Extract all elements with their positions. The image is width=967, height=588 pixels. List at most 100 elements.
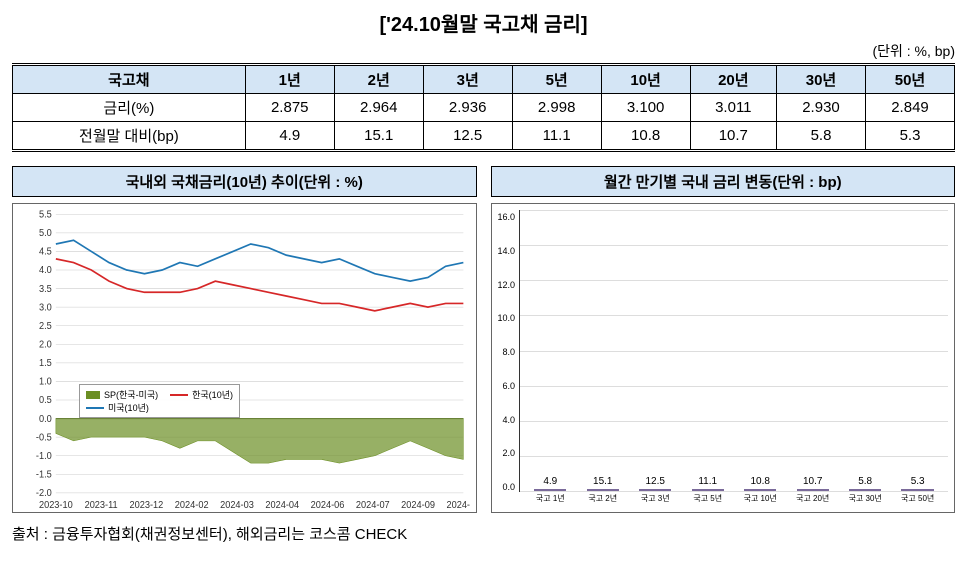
svg-text:2023-12: 2023-12 [130, 499, 164, 510]
bar-x-label: 국고 50년 [895, 493, 941, 504]
bar-x-label: 국고 5년 [685, 493, 731, 504]
table-cell: 2.936 [423, 94, 512, 122]
svg-text:2023-10: 2023-10 [39, 499, 73, 510]
svg-text:5.5: 5.5 [39, 210, 52, 220]
svg-text:2024-04: 2024-04 [265, 499, 299, 510]
svg-text:4.5: 4.5 [39, 245, 52, 256]
table-header-cell: 국고채 [13, 65, 246, 94]
svg-text:4.0: 4.0 [39, 264, 52, 275]
table-header-cell: 30년 [777, 65, 866, 94]
bar-x-label: 국고 3년 [632, 493, 678, 504]
bar-chart-xlabels: 국고 1년 국고 2년 국고 3년 국고 5년 국고 10년 국고 20년 국고 30년 국고… [520, 491, 948, 504]
table-cell: 2.964 [334, 94, 423, 122]
svg-text:2024-02: 2024-02 [175, 499, 209, 510]
bar-chart-heading: 월간 만기별 국내 금리 변동(단위 : bp) [491, 166, 956, 197]
bar-x-label: 국고 2년 [580, 493, 626, 504]
table-cell: 12.5 [423, 122, 512, 151]
svg-text:3.5: 3.5 [39, 283, 52, 294]
table-cell: 2.875 [245, 94, 334, 122]
rates-table: 국고채1년2년3년5년10년20년30년50년 금리(%)2.8752.9642… [12, 63, 955, 152]
bar-value-label: 5.8 [858, 476, 872, 487]
table-cell: 10.8 [601, 122, 690, 151]
table-cell: 2.930 [777, 94, 866, 122]
bar-chart-frame: 16.014.012.010.08.06.04.02.00.0 4.9 15.1 1… [491, 203, 956, 513]
svg-text:2024-07: 2024-07 [356, 499, 390, 510]
table-header-cell: 10년 [601, 65, 690, 94]
bar-chart-plot: 4.915.112.511.110.810.75.85.3 국고 1년국고 2년… [519, 210, 948, 492]
line-chart-heading: 국내외 국채금리(10년) 추이(단위 : %) [12, 166, 477, 197]
table-header-cell: 2년 [334, 65, 423, 94]
table-cell: 15.1 [334, 122, 423, 151]
table-cell: 10.7 [690, 122, 776, 151]
table-body: 금리(%)2.8752.9642.9362.9983.1003.0112.930… [13, 94, 955, 151]
table-row: 금리(%)2.8752.9642.9362.9983.1003.0112.930… [13, 94, 955, 122]
table-header-cell: 5년 [512, 65, 601, 94]
svg-text:-0.5: -0.5 [36, 431, 52, 442]
bar-x-label: 국고 30년 [842, 493, 888, 504]
svg-text:5.0: 5.0 [39, 227, 52, 238]
svg-text:2023-11: 2023-11 [85, 499, 118, 510]
svg-text:2024-09: 2024-09 [401, 499, 435, 510]
bar-column: 10.7 [790, 476, 836, 491]
svg-text:1.5: 1.5 [39, 357, 52, 368]
line-chart-svg: 5.5 5.0 4.5 4.0 3.5 3.0 2.5 2.0 1.5 1.0 0.5 0.0 -0.5… [19, 210, 470, 510]
table-cell: 2.849 [865, 94, 954, 122]
table-cell: 3.011 [690, 94, 776, 122]
legend-item: SP(한국-미국)한국(10년) [86, 388, 233, 401]
bar-chart-box: 월간 만기별 국내 금리 변동(단위 : bp) 16.014.012.010.… [491, 166, 956, 513]
bar-chart: 16.014.012.010.08.06.04.02.00.0 4.9 15.1 1… [498, 210, 949, 510]
bar-value-label: 10.7 [803, 476, 822, 487]
bar-column: 4.9 [527, 476, 573, 491]
svg-text:2.5: 2.5 [39, 320, 52, 331]
table-cell: 2.998 [512, 94, 601, 122]
bar-value-label: 4.9 [543, 476, 557, 487]
bar-column: 11.1 [685, 476, 731, 491]
table-cell: 전월말 대비(bp) [13, 122, 246, 151]
bar-value-label: 11.1 [698, 476, 717, 487]
table-header-cell: 50년 [865, 65, 954, 94]
line-chart-box: 국내외 국채금리(10년) 추이(단위 : %) 5.5 5.0 4.5 4.0 3.5… [12, 166, 477, 513]
svg-text:0.5: 0.5 [39, 394, 52, 405]
table-cell: 3.100 [601, 94, 690, 122]
svg-text:-2.0: -2.0 [36, 487, 52, 498]
svg-text:0.0: 0.0 [39, 413, 52, 424]
table-header-row: 국고채1년2년3년5년10년20년30년50년 [13, 65, 955, 94]
line-chart-legend: SP(한국-미국)한국(10년)미국(10년) [79, 384, 240, 418]
svg-text:-1.0: -1.0 [36, 450, 52, 461]
table-header-cell: 1년 [245, 65, 334, 94]
source-note: 출처 : 금융투자협회(채권정보센터), 해외금리는 코스콤 CHECK [12, 523, 955, 544]
svg-text:2024-10: 2024-10 [446, 499, 469, 510]
table-cell: 5.3 [865, 122, 954, 151]
bar-x-label: 국고 20년 [790, 493, 836, 504]
bar-x-label: 국고 10년 [737, 493, 783, 504]
svg-text:-1.5: -1.5 [36, 468, 52, 479]
bar-column: 5.8 [842, 476, 888, 491]
svg-text:1.0: 1.0 [39, 375, 52, 386]
bar-value-label: 12.5 [646, 476, 665, 487]
bar-x-label: 국고 1년 [527, 493, 573, 504]
line-chart: 5.5 5.0 4.5 4.0 3.5 3.0 2.5 2.0 1.5 1.0 0.5 0.0 -0.5… [19, 210, 470, 510]
page-title: ['24.10월말 국고채 금리] [12, 8, 955, 37]
table-cell: 4.9 [245, 122, 334, 151]
bar-column: 5.3 [895, 476, 941, 491]
table-header-cell: 20년 [690, 65, 776, 94]
svg-text:2024-03: 2024-03 [220, 499, 254, 510]
bar-column: 12.5 [632, 476, 678, 491]
svg-text:2.0: 2.0 [39, 338, 52, 349]
svg-text:2024-06: 2024-06 [311, 499, 345, 510]
bar-value-label: 15.1 [593, 476, 612, 487]
bar-value-label: 10.8 [750, 476, 769, 487]
bar-column: 15.1 [580, 476, 626, 491]
line-chart-frame: 5.5 5.0 4.5 4.0 3.5 3.0 2.5 2.0 1.5 1.0 0.5 0.0 -0.5… [12, 203, 477, 513]
bar-value-label: 5.3 [911, 476, 925, 487]
unit-label: (단위 : %, bp) [12, 41, 955, 61]
table-header-cell: 3년 [423, 65, 512, 94]
table-row: 전월말 대비(bp)4.915.112.511.110.810.75.85.3 [13, 122, 955, 151]
table-cell: 11.1 [512, 122, 601, 151]
bar-column: 10.8 [737, 476, 783, 491]
svg-text:3.0: 3.0 [39, 301, 52, 312]
bar-chart-yaxis: 16.014.012.010.08.06.04.02.00.0 [498, 210, 520, 510]
table-cell: 5.8 [777, 122, 866, 151]
table-cell: 금리(%) [13, 94, 246, 122]
legend-item: 미국(10년) [86, 401, 233, 414]
